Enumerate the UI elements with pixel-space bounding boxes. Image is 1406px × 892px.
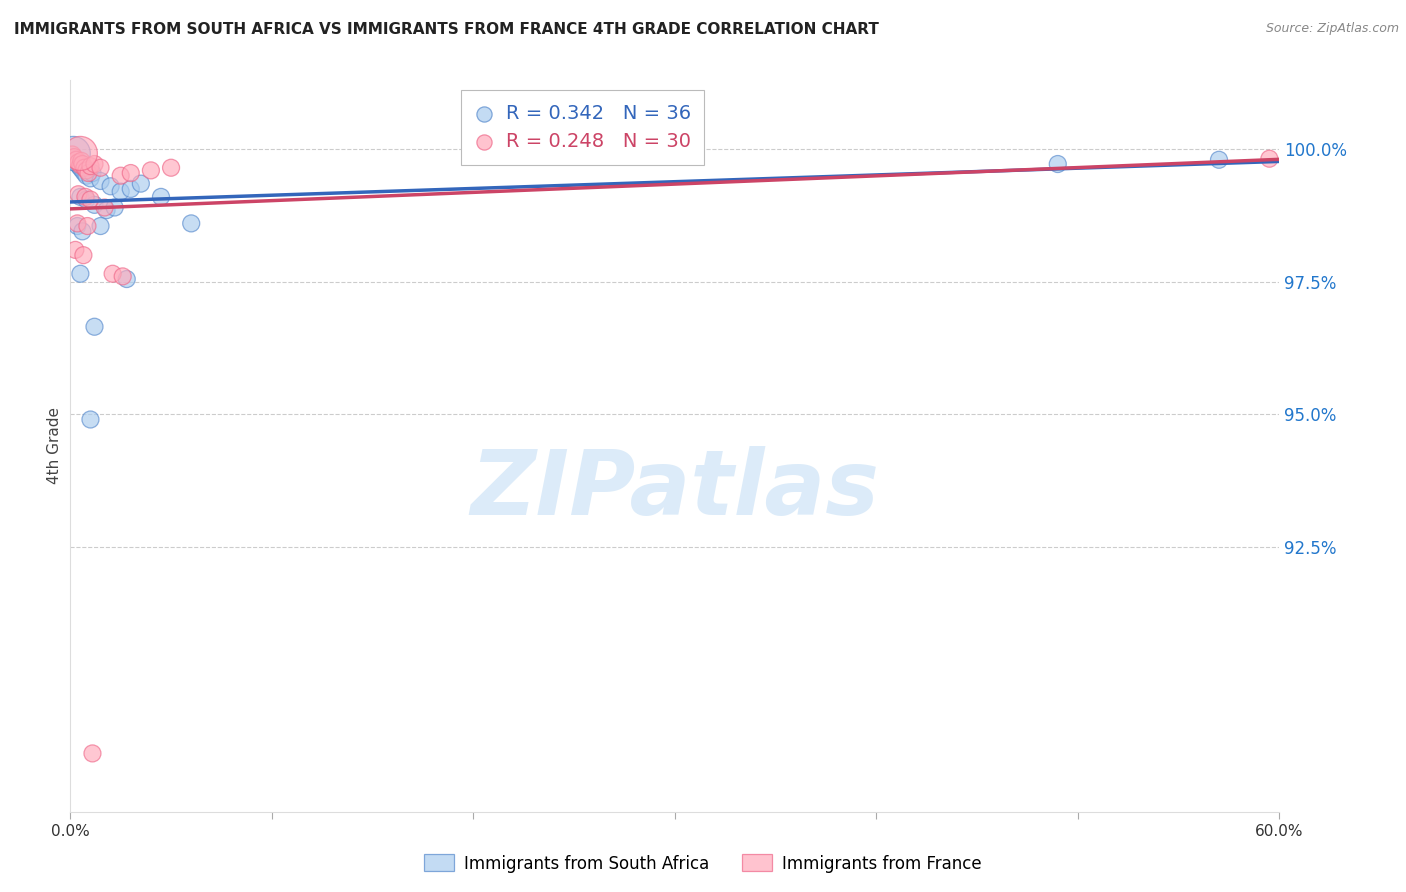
Point (115, 272, 138, 286)
Legend: Immigrants from South Africa, Immigrants from France: Immigrants from South Africa, Immigrants… (418, 847, 988, 880)
Point (66, 219, 89, 233)
Point (75, 190, 97, 204)
Point (120, 166, 142, 180)
Point (69, 267, 91, 281)
Point (73, 161, 96, 175)
Point (1208, 153, 1230, 167)
Text: IMMIGRANTS FROM SOUTH AFRICA VS IMMIGRANTS FROM FRANCE 4TH GRADE CORRELATION CHA: IMMIGRANTS FROM SOUTH AFRICA VS IMMIGRAN… (14, 22, 879, 37)
Point (65, 155, 87, 169)
Point (1258, 152, 1281, 166)
Point (69, 161, 91, 175)
Point (82, 747, 104, 761)
Point (104, 201, 127, 215)
Point (63, 153, 86, 167)
Point (83, 157, 105, 171)
Y-axis label: 4th Grade: 4th Grade (46, 408, 62, 484)
Point (75, 193, 97, 207)
Point (67, 159, 90, 173)
Point (70, 153, 93, 168)
Point (96, 203, 118, 218)
Point (93, 201, 115, 215)
Point (65, 243, 87, 257)
Point (83, 198, 105, 212)
Point (69, 190, 91, 204)
Point (75, 163, 97, 178)
Point (67, 155, 90, 169)
Point (90, 161, 111, 175)
Point (139, 163, 162, 178)
Point (160, 161, 183, 175)
Point (77, 166, 100, 180)
Point (111, 269, 134, 284)
Point (90, 219, 111, 233)
Point (69, 158, 91, 172)
Point (63, 150, 86, 164)
Point (150, 190, 173, 204)
Point (72, 157, 94, 171)
Point (66, 216, 89, 230)
Point (72, 248, 94, 262)
Point (101, 267, 124, 281)
Point (110, 169, 132, 183)
Legend: R = 0.342   N = 36, R = 0.248   N = 30: R = 0.342 N = 36, R = 0.248 N = 30 (461, 90, 704, 165)
Point (75, 169, 97, 183)
Point (60, 147, 83, 161)
Point (72, 159, 94, 173)
Point (82, 166, 104, 180)
Point (79, 171, 101, 186)
Point (70, 157, 93, 171)
Point (67, 153, 90, 168)
Point (180, 216, 202, 230)
Point (79, 159, 101, 173)
Point (72, 163, 94, 178)
Point (129, 177, 152, 191)
Point (72, 224, 94, 238)
Point (65, 153, 87, 167)
Point (79, 412, 101, 426)
Point (67, 187, 90, 202)
Point (62, 146, 84, 161)
Point (76, 219, 98, 233)
Point (110, 185, 132, 199)
Point (1046, 157, 1069, 171)
Point (83, 319, 105, 334)
Point (73, 166, 96, 180)
Point (120, 182, 142, 196)
Text: Source: ZipAtlas.com: Source: ZipAtlas.com (1265, 22, 1399, 36)
Point (60, 150, 83, 164)
Point (90, 174, 111, 188)
Point (100, 179, 122, 194)
Point (79, 193, 101, 207)
Point (69, 146, 91, 161)
Point (66, 157, 89, 171)
Text: ZIPatlas: ZIPatlas (471, 446, 879, 534)
